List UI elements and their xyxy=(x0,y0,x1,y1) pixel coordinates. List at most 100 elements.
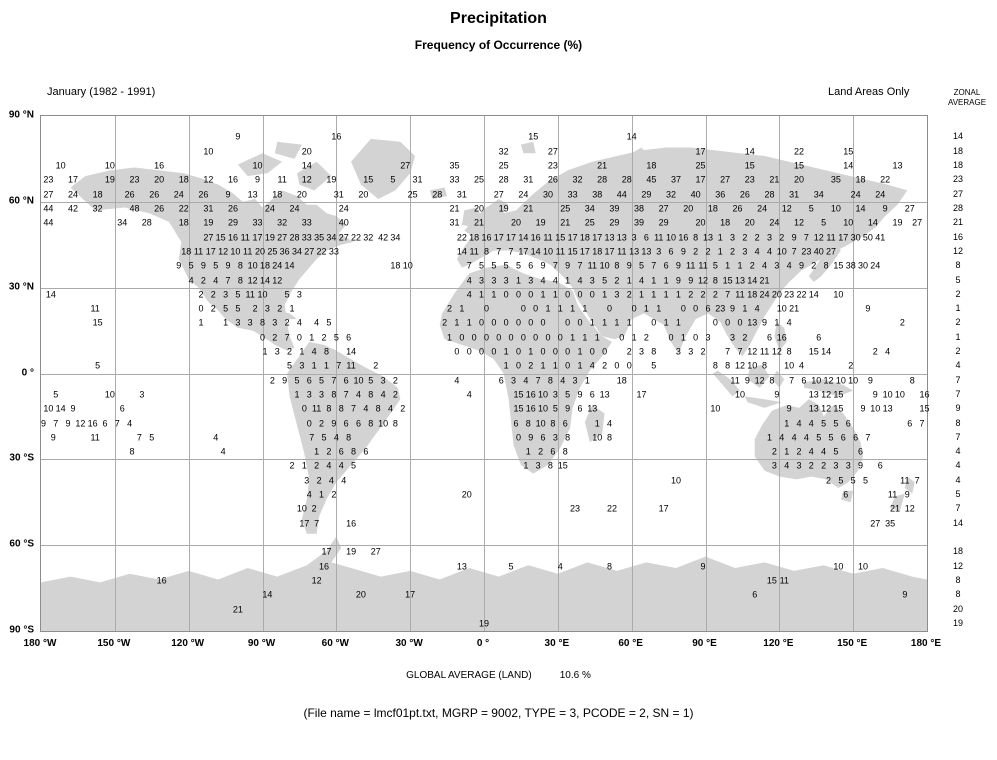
grid-value: 14 xyxy=(284,260,295,271)
grid-value: 22 xyxy=(456,232,467,243)
grid-value: 13 xyxy=(247,189,258,200)
grid-value: 30 xyxy=(542,189,553,200)
grid-value: 4 xyxy=(607,418,613,429)
grid-value: 10 xyxy=(835,375,846,386)
grid-value: 2 xyxy=(538,446,544,457)
grid-value: 32 xyxy=(363,232,374,243)
grid-value: 6 xyxy=(801,375,807,386)
grid-value: 19 xyxy=(498,203,509,214)
grid-value: 9 xyxy=(70,403,76,414)
grid-value: 8 xyxy=(762,360,768,371)
grid-value: 11 xyxy=(779,575,789,586)
grid-value: 20 xyxy=(695,217,706,228)
grid-value: 2 xyxy=(899,317,905,328)
grid-value: 26 xyxy=(547,174,558,185)
lat-tick-label: 30 °N xyxy=(8,281,34,293)
grid-value: 7 xyxy=(225,275,231,285)
grid-value: 0 xyxy=(515,289,521,300)
grid-value: 17 xyxy=(567,232,578,243)
grid-value: 7 xyxy=(791,246,797,257)
lat-tick-label: 90 °S xyxy=(9,624,34,636)
grid-value: 2 xyxy=(779,232,785,243)
grid-value: 5 xyxy=(188,260,194,271)
grid-value: 5 xyxy=(565,389,571,400)
grid-value: 14 xyxy=(855,203,866,214)
grid-value: 32 xyxy=(572,174,583,185)
grid-value: 6 xyxy=(816,332,822,343)
grid-value: 15 xyxy=(833,260,844,271)
grid-value: 34 xyxy=(813,189,824,200)
zonal-average-value: 12 xyxy=(952,560,963,571)
grid-value: 16 xyxy=(525,403,536,414)
grid-value: 1 xyxy=(309,332,315,343)
grid-value: 18 xyxy=(579,232,590,243)
zonal-average-value: 2 xyxy=(955,346,961,357)
grid-value: 5 xyxy=(95,360,101,371)
grid-value: 3 xyxy=(742,246,748,257)
grid-value: 9 xyxy=(565,260,571,271)
grid-value: 1 xyxy=(638,289,645,300)
grid-value: 3 xyxy=(380,375,386,386)
grid-value: 0 xyxy=(533,303,539,314)
continent-shape xyxy=(712,370,740,397)
grid-value: 2 xyxy=(771,446,777,457)
grid-value: 0 xyxy=(589,289,595,300)
lat-tick-label: 30 °S xyxy=(9,452,34,464)
grid-value: 0 xyxy=(483,303,489,314)
grid-value: 10 xyxy=(257,289,268,300)
grid-value: 15 xyxy=(528,131,539,142)
grid-value: 17 xyxy=(205,246,216,257)
grid-value: 2 xyxy=(319,418,325,429)
grid-value: 3 xyxy=(675,346,681,357)
grid-value: 11 xyxy=(193,246,204,257)
grid-value: 13 xyxy=(456,561,467,572)
grid-value: 11 xyxy=(654,232,664,243)
continent-shape xyxy=(520,141,536,154)
grid-value: 5 xyxy=(828,432,834,443)
continent-shape xyxy=(771,370,785,388)
file-info-footnote: (File name = lmcf01pt.txt, MGRP = 9002, … xyxy=(303,706,694,720)
grid-value: 8 xyxy=(323,346,329,357)
grid-value: 15 xyxy=(843,146,854,157)
grid-value: 2 xyxy=(808,460,814,471)
grid-value: 0 xyxy=(565,360,571,371)
grid-value: 25 xyxy=(267,246,278,257)
grid-value: 1 xyxy=(766,432,772,443)
grid-value: 3 xyxy=(535,460,541,471)
grid-value: 4 xyxy=(338,460,344,471)
grid-value: 3 xyxy=(774,260,780,271)
grid-value: 9 xyxy=(40,418,46,429)
grid-value: 5 xyxy=(821,217,827,228)
grid-value: 27 xyxy=(912,217,923,228)
grid-value: 37 xyxy=(670,174,681,185)
grid-value: 13 xyxy=(604,232,615,243)
grid-value: 1 xyxy=(540,360,546,371)
grid-value: 2 xyxy=(614,275,620,285)
grid-value: 0 xyxy=(296,332,302,343)
grid-value: 18 xyxy=(747,289,758,300)
grid-value: 9 xyxy=(200,260,206,271)
grid-value: 8 xyxy=(346,432,352,443)
grid-value: 31 xyxy=(449,217,460,228)
grid-value: 20 xyxy=(474,203,485,214)
grid-value: 4 xyxy=(808,446,814,457)
grid-value: 16 xyxy=(319,561,330,572)
grid-value: 5 xyxy=(712,260,718,271)
zonal-average-value: 12 xyxy=(952,245,963,256)
zonal-average-heading-line2: AVERAGE xyxy=(947,98,987,107)
grid-line-horizontal xyxy=(41,373,927,375)
grid-value: 9 xyxy=(865,303,871,314)
grid-value: 15 xyxy=(794,160,805,171)
lon-tick-label: 180 °W xyxy=(23,638,57,649)
grid-value: 0 xyxy=(725,317,731,328)
grid-value: 21 xyxy=(759,275,770,285)
grid-value: 8 xyxy=(550,418,556,429)
grid-value: 6 xyxy=(663,260,669,271)
grid-value: 20 xyxy=(771,289,782,300)
grid-value: 21 xyxy=(523,203,534,214)
grid-value: 34 xyxy=(584,203,595,214)
grid-value: 20 xyxy=(461,489,472,500)
grid-value: 35 xyxy=(314,232,325,243)
grid-value: 1 xyxy=(651,275,657,285)
grid-value: 1 xyxy=(503,360,509,371)
